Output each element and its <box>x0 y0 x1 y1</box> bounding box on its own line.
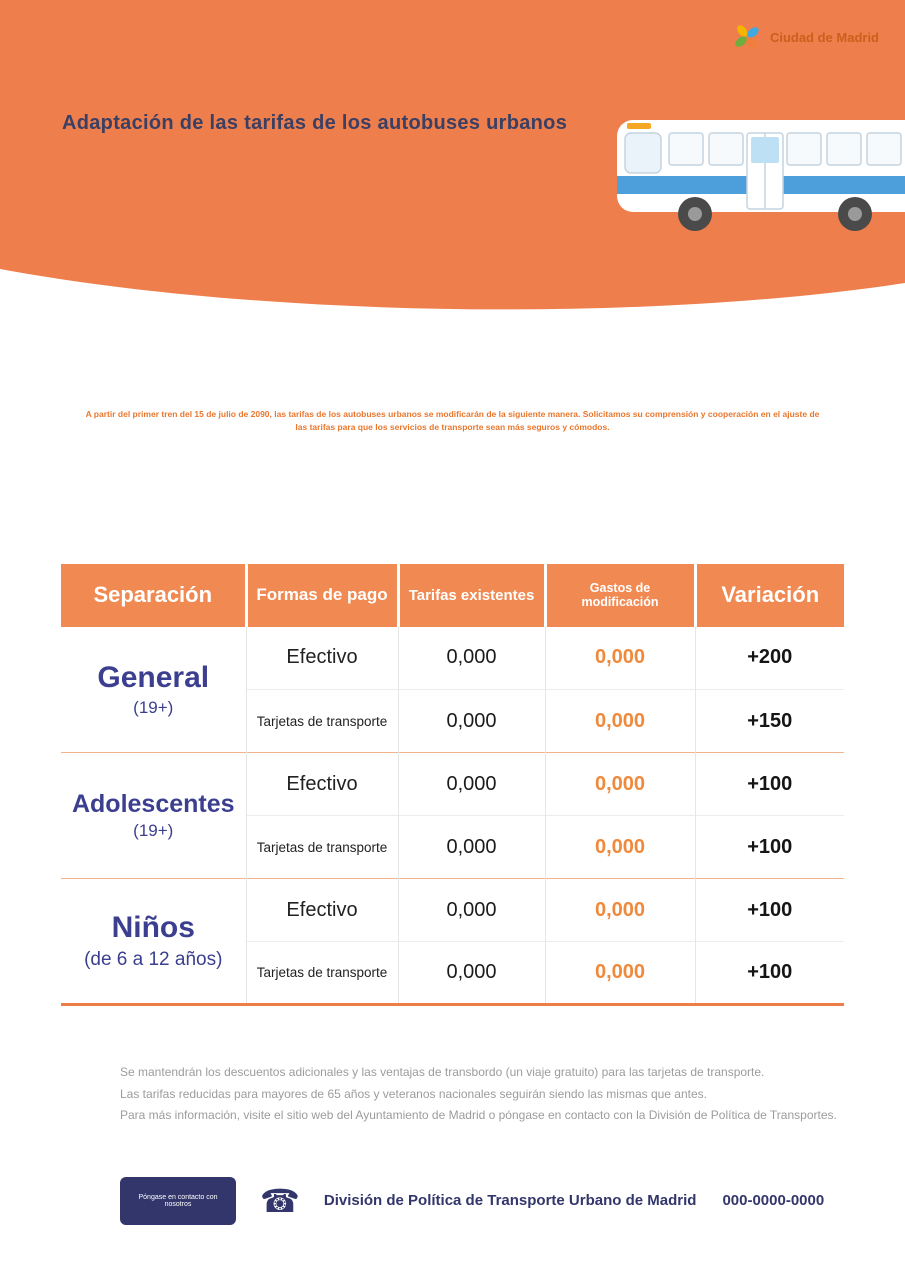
table-row: Tarjetas de transporte 0,000 0,000 +100 <box>61 941 844 1005</box>
existing-fare-cell: 0,000 <box>397 941 545 1005</box>
header-curve <box>0 269 905 330</box>
existing-fare-cell: 0,000 <box>397 878 545 942</box>
payment-method-cell: Tarjetas de transporte <box>245 941 398 1005</box>
header-banner: Ciudad de Madrid Adaptación de las tarif… <box>0 0 905 330</box>
footnote-line: Se mantendrán los descuentos adicionales… <box>120 1065 765 1079</box>
category-name: Adolescentes <box>71 789 235 818</box>
col-header-separacion: Separación <box>61 563 246 627</box>
category-ninos: Niños (de 6 a 12 años) <box>61 878 246 1005</box>
division-name: División de Política de Transporte Urban… <box>323 1192 697 1210</box>
payment-method-cell: Tarjetas de transporte <box>245 815 398 879</box>
variation-cell: +100 <box>694 752 844 816</box>
payment-method-cell: Efectivo <box>245 878 398 942</box>
table-row: Tarjetas de transporte 0,000 0,000 +100 <box>61 815 844 879</box>
table-row: Adolescentes (19+) Efectivo 0,000 0,000 … <box>61 752 844 879</box>
col-header-formas-de-pago: Formas de pago <box>244 563 398 627</box>
table-row: General (19+) Efectivo 0,000 0,000 +200 <box>61 626 844 753</box>
modified-fare-cell: 0,000 <box>544 752 695 816</box>
table-row: Tarjetas de transporte 0,000 0,000 +150 <box>61 689 844 753</box>
col-header-tarifas-existentes: Tarifas existentes <box>396 563 545 627</box>
fare-table: Separación Formas de pago Tarifas existe… <box>61 563 844 1006</box>
col-header-variacion: Variación <box>693 563 844 627</box>
category-name: Niños <box>111 911 195 945</box>
modified-fare-cell: 0,000 <box>544 689 695 753</box>
existing-fare-cell: 0,000 <box>397 815 545 879</box>
variation-cell: +200 <box>694 626 844 690</box>
page-title: Adaptación de las tarifas de los autobus… <box>62 112 568 134</box>
city-logo: Ciudad de Madrid <box>732 22 879 52</box>
category-subtitle: (de 6 a 12 años) <box>84 948 223 970</box>
modified-fare-cell: 0,000 <box>544 941 695 1005</box>
category-general: General (19+) <box>61 626 246 753</box>
modified-fare-cell: 0,000 <box>544 878 695 942</box>
payment-method-cell: Tarjetas de transporte <box>245 689 398 753</box>
footnote-line: Las tarifas reducidas para mayores de 65… <box>120 1086 707 1101</box>
modified-fare-cell: 0,000 <box>544 626 695 690</box>
pinwheel-logo-icon <box>735 25 759 49</box>
category-name: General <box>97 660 210 694</box>
payment-method-cell: Efectivo <box>245 626 398 690</box>
contact-bar: Póngase en contacto con nosotros ☎ Divis… <box>120 1176 905 1225</box>
variation-cell: +100 <box>694 878 844 942</box>
contact-button[interactable]: Póngase en contacto con nosotros <box>120 1176 236 1225</box>
variation-cell: +150 <box>694 689 844 753</box>
variation-cell: +100 <box>694 815 844 879</box>
modified-fare-cell: 0,000 <box>544 815 695 879</box>
phone-number: 000-0000-0000 <box>722 1192 825 1210</box>
footnote-line: Para más información, visite el sitio we… <box>120 1108 837 1123</box>
existing-fare-cell: 0,000 <box>397 626 545 690</box>
existing-fare-cell: 0,000 <box>397 689 545 753</box>
col-header-gastos-modificacion: Gastos de modificación <box>543 563 695 627</box>
bus-illustration-icon <box>617 120 905 231</box>
table-header-row: Separación Formas de pago Tarifas existe… <box>61 563 844 627</box>
city-logo-text: Ciudad de Madrid <box>769 29 879 45</box>
category-subtitle: (19+) <box>133 821 174 841</box>
footnotes: Se mantendrán los descuentos adicionales… <box>120 1062 905 1127</box>
category-subtitle: (19+) <box>133 698 174 717</box>
intro-text: A partir del primer tren del 15 de julio… <box>85 409 820 432</box>
variation-cell: +100 <box>694 941 844 1005</box>
payment-method-cell: Efectivo <box>245 752 398 816</box>
phone-icon: ☎ <box>260 1182 300 1219</box>
existing-fare-cell: 0,000 <box>397 752 545 816</box>
table-row: Niños (de 6 a 12 años) Efectivo 0,000 0,… <box>61 878 844 1005</box>
category-adolescentes: Adolescentes (19+) <box>61 752 246 879</box>
